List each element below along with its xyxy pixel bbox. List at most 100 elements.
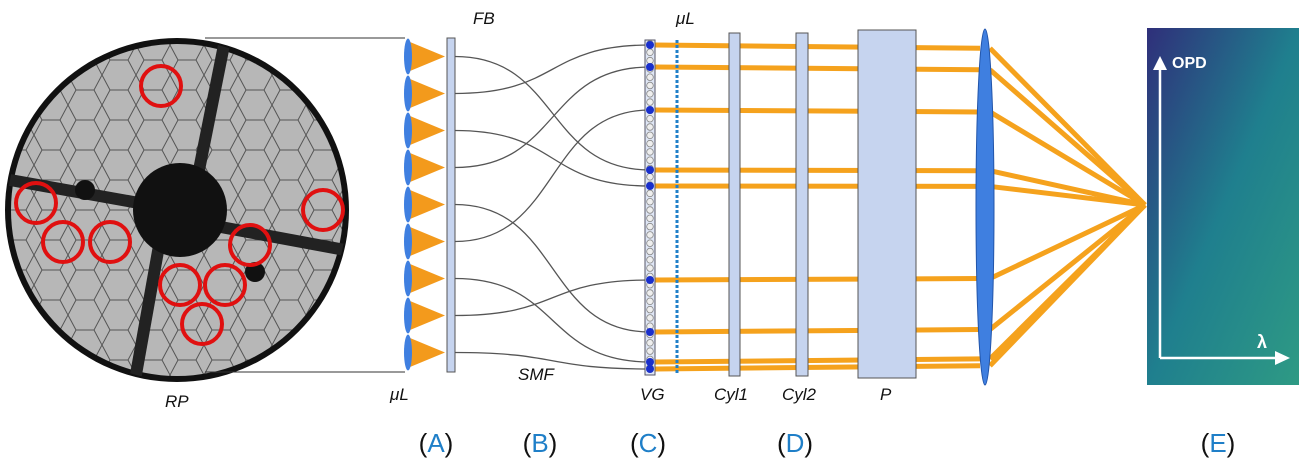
fiber-core	[646, 328, 654, 336]
beam	[655, 366, 980, 369]
triangle	[410, 116, 445, 145]
beam	[990, 205, 1145, 366]
hole	[647, 124, 654, 131]
fiber	[455, 110, 650, 242]
hole	[647, 223, 654, 230]
beam	[990, 70, 1145, 205]
fiber	[455, 57, 650, 171]
diagram: OPD λ FB μL μL SMF VG Cyl1 Cyl2 P RP (A)…	[0, 0, 1299, 463]
hole	[647, 265, 654, 272]
opd-label: OPD	[1172, 55, 1207, 72]
label: RP	[165, 392, 189, 411]
hole	[647, 240, 654, 247]
label: Cyl1	[714, 385, 748, 404]
microlens	[404, 39, 412, 75]
fiber-core	[646, 358, 654, 366]
cyl2	[796, 33, 808, 376]
label: VG	[640, 385, 665, 404]
hole	[647, 99, 654, 106]
beam	[655, 330, 980, 333]
hole	[647, 248, 654, 255]
sections: (A)(B)(C)(D)(E)	[419, 428, 1236, 458]
beam	[655, 279, 980, 280]
section-letter: D	[786, 428, 805, 458]
fiber-core	[646, 166, 654, 174]
fiber-core	[646, 41, 654, 49]
beam	[655, 110, 980, 112]
paren: (	[419, 428, 428, 458]
triangle	[410, 227, 445, 256]
label: μL	[389, 385, 409, 404]
microlens	[404, 261, 412, 297]
fiber	[455, 67, 650, 168]
paren: (	[1201, 428, 1210, 458]
cyl1	[729, 33, 740, 376]
hole	[647, 257, 654, 264]
triangle	[410, 79, 445, 108]
hole	[647, 306, 654, 313]
hole	[647, 149, 654, 156]
hole	[647, 174, 654, 181]
paren: )	[804, 428, 813, 458]
paren: )	[657, 428, 666, 458]
hole	[647, 82, 654, 89]
fiber	[455, 280, 650, 316]
label: FB	[473, 9, 495, 28]
fiber-bundle	[447, 38, 455, 372]
hole	[647, 57, 654, 64]
fiber-core	[646, 106, 654, 114]
section-label: (A)	[419, 428, 454, 458]
paren: (	[777, 428, 786, 458]
hole	[647, 91, 654, 98]
hole	[647, 315, 654, 322]
spectrum: OPD λ	[1147, 28, 1299, 385]
section-label: (C)	[630, 428, 666, 458]
prism	[858, 30, 916, 378]
triangle	[410, 153, 445, 182]
fiber	[455, 45, 650, 94]
label: P	[880, 385, 892, 404]
hole	[647, 198, 654, 205]
triangle	[410, 301, 445, 330]
label: SMF	[518, 365, 556, 384]
section-letter: E	[1209, 428, 1226, 458]
hole	[647, 157, 654, 164]
hole	[647, 115, 654, 122]
section-letter: B	[531, 428, 548, 458]
microlens-array	[404, 39, 445, 371]
section-letter: C	[639, 428, 658, 458]
beam	[655, 170, 980, 171]
microlens	[404, 335, 412, 371]
fiber-core	[646, 276, 654, 284]
hole	[647, 132, 654, 139]
triangle	[410, 42, 445, 71]
triangle	[410, 190, 445, 219]
microlens	[404, 187, 412, 223]
section-letter: A	[427, 428, 445, 458]
microlens	[404, 224, 412, 260]
fiber-core	[646, 182, 654, 190]
triangle	[410, 264, 445, 293]
beam	[655, 67, 980, 70]
hole	[647, 232, 654, 239]
section-label: (D)	[777, 428, 813, 458]
hole	[647, 290, 654, 297]
hole	[647, 340, 654, 347]
paren: )	[1227, 428, 1236, 458]
fiber	[455, 131, 650, 187]
section-label: (E)	[1201, 428, 1236, 458]
lambda-label: λ	[1257, 332, 1267, 352]
triangle	[410, 338, 445, 367]
fiber-core	[646, 63, 654, 71]
lens	[976, 29, 994, 385]
beam	[655, 45, 980, 48]
paren: (	[630, 428, 639, 458]
paren: )	[549, 428, 558, 458]
microlens	[404, 76, 412, 112]
fibers	[455, 45, 650, 369]
hole	[647, 215, 654, 222]
section-label: (B)	[523, 428, 558, 458]
hole	[647, 207, 654, 214]
hole	[647, 140, 654, 147]
pupil	[5, 38, 405, 382]
